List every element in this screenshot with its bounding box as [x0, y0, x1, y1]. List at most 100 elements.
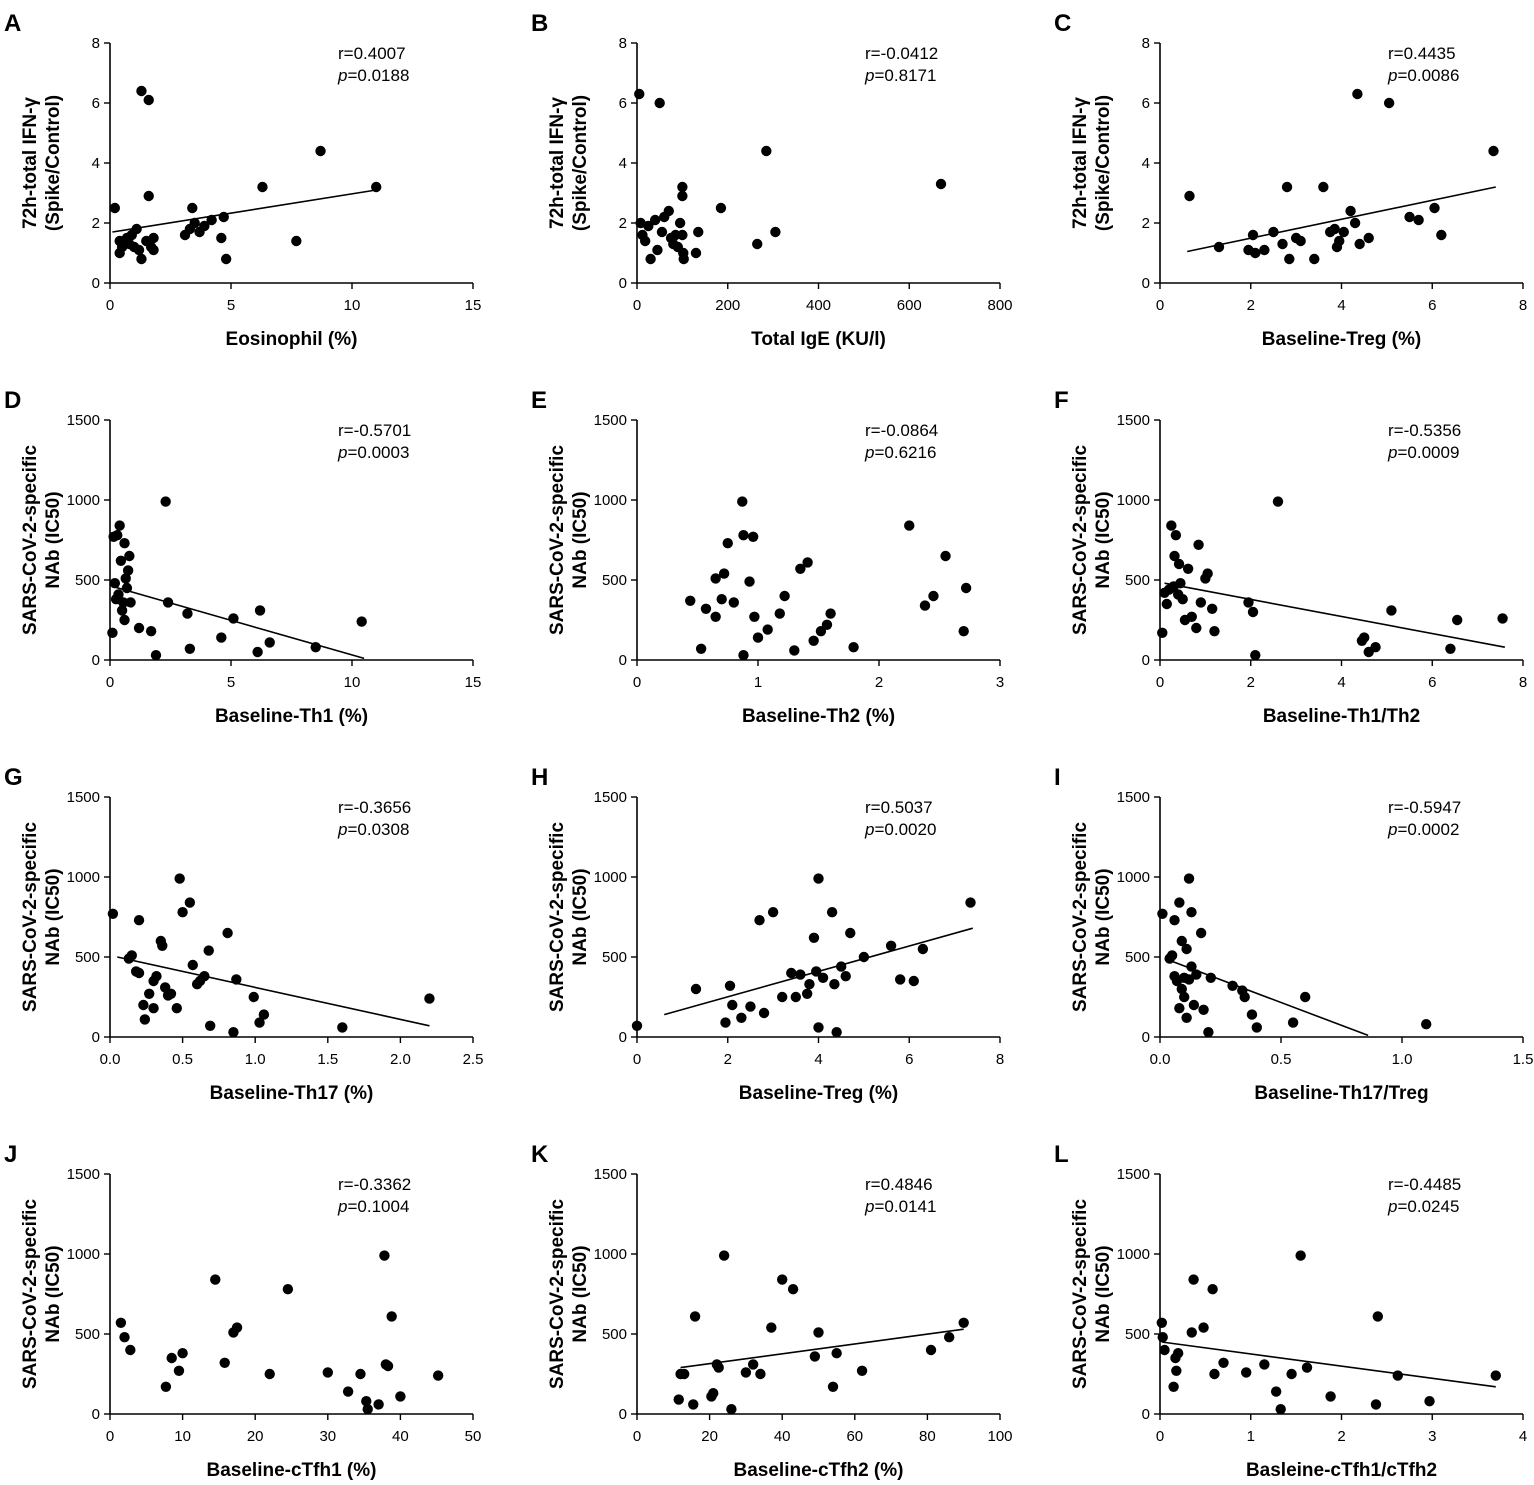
p-symbol: p: [337, 1197, 347, 1216]
data-point: [254, 605, 266, 616]
panel-g: G 0.0 0.5 1.0 1.5 2.0 2.5 0 500 1000 1500 Baseline-…: [4, 764, 483, 1104]
x-tick-label: 0.5: [1271, 1051, 1292, 1068]
data-point: [639, 235, 651, 247]
data-point: [1198, 1322, 1209, 1333]
p-value: =0.0188: [347, 66, 409, 85]
correlation-p: p=0.0308: [337, 820, 409, 839]
data-point: [762, 624, 773, 635]
x-tick-label: 80: [919, 1428, 936, 1445]
correlation-p: p=0.0003: [337, 443, 409, 462]
data-point: [777, 1274, 788, 1285]
data-point: [826, 907, 838, 918]
data-point: [1156, 1317, 1168, 1329]
data-point: [720, 1017, 731, 1028]
x-tick-label: 0: [633, 674, 641, 691]
data-point: [787, 1284, 799, 1295]
y-axis-title: 72h-total IFN-γ (Spike/Control): [20, 95, 64, 231]
correlation-p: p=0.0188: [337, 66, 409, 85]
data-point: [184, 897, 196, 908]
x-tick-label: 1: [1247, 1428, 1255, 1445]
y-axis-title-line: 72h-total IFN-γ: [547, 97, 568, 229]
data-point: [107, 627, 118, 638]
x-tick-label: 20: [701, 1428, 718, 1445]
data-point: [811, 966, 822, 977]
x-tick-label: 4: [1519, 1428, 1527, 1445]
y-axis-title-line: SARS-CoV-2-specific: [20, 1199, 41, 1389]
data-point: [848, 642, 859, 653]
y-tick-label: 6: [92, 95, 100, 112]
data-point: [1386, 605, 1397, 616]
y-tick-label: 1500: [1117, 1166, 1150, 1183]
y-axis-title: SARS-CoV-2-specific NAb (IC50): [1070, 445, 1114, 635]
data-point: [136, 253, 147, 265]
y-axis-title-line: 72h-total IFN-γ: [20, 97, 41, 229]
x-axis-title: Baseline-Th17 (%): [210, 1083, 374, 1104]
data-point: [1429, 202, 1440, 214]
data-point: [649, 214, 661, 226]
data-point: [1334, 235, 1345, 247]
y-tick-label: 1500: [594, 1166, 627, 1183]
panel-d: D 0 5 10 15 0 500 1000 1500 Baseline-Th1 (%) SARS-…: [4, 387, 481, 727]
x-tick-label: 20: [247, 1428, 264, 1445]
panel-letter: D: [4, 387, 21, 414]
panel-letter: G: [4, 764, 23, 791]
data-point: [1173, 558, 1185, 570]
data-point: [1177, 594, 1188, 605]
data-point: [1168, 1381, 1179, 1393]
x-tick-label: 10: [344, 674, 361, 691]
y-tick-label: 1000: [1117, 492, 1150, 509]
data-point: [1383, 97, 1395, 109]
y-tick-label: 8: [1142, 35, 1150, 52]
data-point: [738, 530, 749, 541]
data-point: [1181, 943, 1192, 955]
x-tick-label: 15: [465, 297, 482, 314]
data-point: [831, 1348, 842, 1359]
y-tick-label: 1500: [1117, 789, 1150, 806]
data-point: [690, 983, 702, 995]
x-axis-title: Eosinophil (%): [226, 329, 358, 350]
correlation-p: p=0.1004: [337, 1197, 409, 1216]
x-tick-label: 0.5: [172, 1051, 193, 1068]
y-tick-label: 1000: [594, 492, 627, 509]
data-point: [126, 950, 137, 961]
data-point: [813, 873, 824, 884]
data-point: [795, 969, 806, 980]
data-point: [677, 229, 688, 241]
x-axis-title: Baseline-Th1/Th2: [1263, 706, 1420, 727]
panel-l: L 0 1 2 3 4 0 500 1000 1500 Basleine-cTfh1/cTfh2 SA…: [1054, 1141, 1527, 1481]
data-point: [133, 622, 145, 634]
data-point: [708, 1388, 719, 1399]
data-point: [1243, 597, 1254, 608]
data-point: [187, 202, 198, 214]
data-point: [689, 1311, 701, 1322]
data-point: [131, 223, 142, 235]
data-point: [677, 181, 688, 193]
data-point: [1268, 226, 1279, 238]
data-point: [1175, 578, 1186, 589]
data-point: [695, 643, 707, 654]
p-symbol: p: [1387, 820, 1397, 839]
data-point: [216, 232, 227, 244]
correlation-r: r=-0.3362: [338, 1175, 411, 1194]
correlation-p: p=0.0141: [864, 1197, 936, 1216]
data-point: [747, 1359, 759, 1370]
p-value: =0.0003: [347, 443, 409, 462]
data-point: [148, 1003, 159, 1014]
data-point: [1445, 643, 1456, 654]
y-tick-label: 1500: [594, 412, 627, 429]
data-point: [1191, 969, 1202, 980]
data-point: [1157, 1332, 1168, 1343]
data-point: [808, 932, 820, 943]
p-value: =0.0245: [1397, 1197, 1459, 1216]
y-axis-title-line: SARS-CoV-2-specific: [547, 445, 568, 635]
data-point: [786, 967, 797, 979]
y-tick-label: 500: [75, 949, 100, 966]
y-axis-title-line: NAb (IC50): [570, 491, 591, 588]
x-tick-label: 0: [633, 1428, 641, 1445]
y-tick-label: 1500: [1117, 412, 1150, 429]
regression-line: [112, 585, 365, 660]
data-point: [919, 600, 931, 611]
data-point: [1246, 1009, 1258, 1020]
data-point: [1301, 1362, 1313, 1373]
data-point: [1169, 550, 1180, 562]
